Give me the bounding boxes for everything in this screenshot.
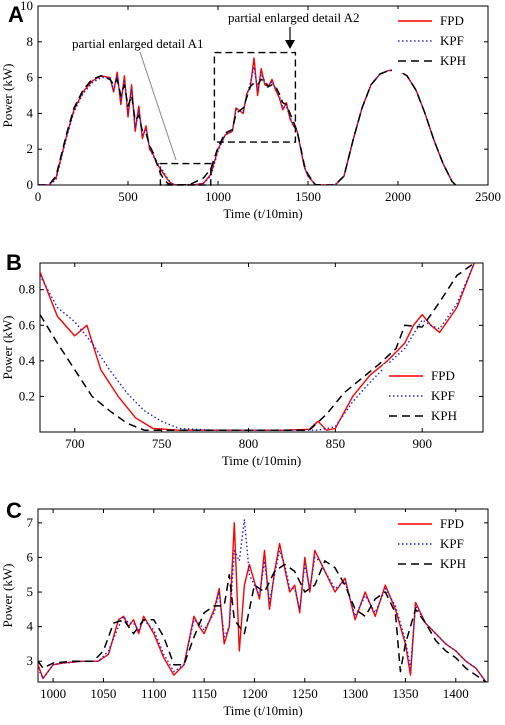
y-tick-label: 4 xyxy=(27,619,34,634)
y-tick-label: 2 xyxy=(27,141,34,156)
detail-box-2 xyxy=(213,51,297,143)
x-tick-label: 700 xyxy=(65,436,85,451)
legend-label: KPH xyxy=(431,408,457,423)
legend-label: FPD xyxy=(440,516,464,531)
panel-b: 700 750 800 850 900 0.2 0.4 0.6 0.8 Time (t/10min… xyxy=(0,250,484,468)
legend-label: KPF xyxy=(431,388,455,403)
legend-label: FPD xyxy=(440,13,464,28)
x-tick-label: 850 xyxy=(326,436,346,451)
y-tick-label: 3 xyxy=(27,653,34,668)
x-tick-label: 1250 xyxy=(292,686,318,701)
y-tick-label: 6 xyxy=(27,70,34,85)
x-tick-label: 1350 xyxy=(392,686,418,701)
y-tick-label: 0.2 xyxy=(19,388,35,403)
y-tick-label: 8 xyxy=(27,34,34,49)
y-axis-label: Power (kW) xyxy=(0,64,15,128)
y-tick-label: 0.8 xyxy=(19,282,35,297)
y-tick-label: 5 xyxy=(27,584,34,599)
annotation-a1: partial enlarged detail A1 xyxy=(72,36,204,51)
x-tick-label: 900 xyxy=(412,436,432,451)
series-group xyxy=(40,263,475,431)
y-tick-label: 7 xyxy=(27,515,34,530)
legend-box xyxy=(392,9,484,73)
annotation-a1-leader xyxy=(139,51,177,161)
series-line-kph xyxy=(38,69,457,185)
panel-label: A xyxy=(8,2,24,27)
x-tick-label: 2500 xyxy=(475,189,501,204)
series-line-fpd xyxy=(38,57,457,185)
legend-box xyxy=(383,364,475,428)
panel-label: C xyxy=(6,498,22,523)
x-tick-label: 1150 xyxy=(191,686,217,701)
panel-c: 1000 1050 1100 1150 1200 1250 1300 1350 1400 3 4 5 6… xyxy=(0,498,489,718)
x-tick-label: 750 xyxy=(152,436,172,451)
y-tick-label: 6 xyxy=(27,549,34,564)
legend: FPD KPF KPH xyxy=(383,364,475,428)
legend-label: FPD xyxy=(431,368,455,383)
panel-a: 0 500 1000 1500 2000 2500 0 2 4 6 8 10 Time (t/10min… xyxy=(0,0,501,221)
x-tick-label: 1100 xyxy=(141,686,167,701)
plot-frame xyxy=(37,5,489,186)
x-tick-label: 1000 xyxy=(40,686,66,701)
series-group xyxy=(38,57,457,185)
y-tick-label: 0.6 xyxy=(19,317,36,332)
x-tick-label: 1300 xyxy=(342,686,368,701)
legend-box xyxy=(392,512,484,576)
detail-box-1 xyxy=(159,162,212,186)
y-tick-label: 10 xyxy=(20,0,33,13)
legend: FPD KPF KPH xyxy=(392,9,484,73)
x-tick-label: 1400 xyxy=(443,686,469,701)
x-tick-label: 0 xyxy=(35,189,42,204)
y-tick-label: 4 xyxy=(27,105,34,120)
y-axis-label: Power (kW) xyxy=(0,564,15,628)
legend-label: KPH xyxy=(440,53,466,68)
legend-label: KPF xyxy=(440,33,464,48)
legend-label: KPF xyxy=(440,536,464,551)
x-tick-label: 1200 xyxy=(241,686,267,701)
annotation-a2: partial enlarged detail A2 xyxy=(228,10,360,25)
x-tick-label: 1000 xyxy=(205,189,231,204)
legend: FPD KPF KPH xyxy=(392,512,484,576)
legend-label: KPH xyxy=(440,556,466,571)
x-tick-label: 500 xyxy=(118,189,138,204)
y-axis-label: Power (kW) xyxy=(0,316,15,380)
x-axis-label: Time (t/10min) xyxy=(223,703,302,718)
series-line-kpf xyxy=(38,66,457,185)
x-axis-label: Time (t/10min) xyxy=(222,453,301,468)
series-line-kph xyxy=(38,560,487,682)
x-tick-label: 1500 xyxy=(295,189,321,204)
x-tick-label: 800 xyxy=(239,436,259,451)
y-tick-label: 0.4 xyxy=(19,353,36,368)
annotation-a2-arrowhead xyxy=(285,40,295,49)
y-tick-label: 0 xyxy=(27,177,34,192)
x-tick-label: 2000 xyxy=(385,189,411,204)
x-axis-label: Time (t/10min) xyxy=(223,206,302,221)
panel-label: B xyxy=(6,250,22,275)
plot-frame xyxy=(37,508,489,683)
x-tick-label: 1050 xyxy=(90,686,116,701)
series-line-kph xyxy=(40,263,475,431)
plot-frame xyxy=(39,262,484,433)
series-group xyxy=(38,518,487,682)
